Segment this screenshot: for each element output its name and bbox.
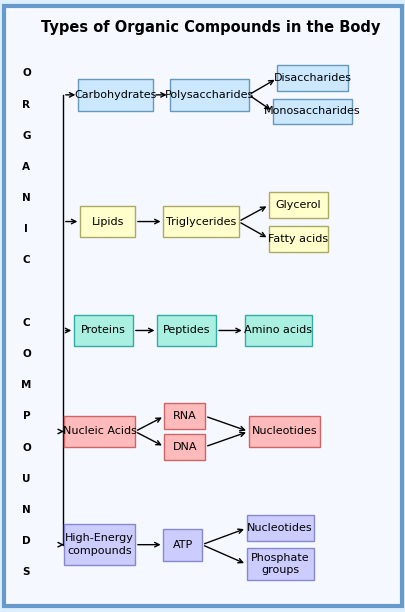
Text: S: S xyxy=(23,567,30,577)
Text: Polysaccharides: Polysaccharides xyxy=(164,90,253,100)
FancyBboxPatch shape xyxy=(273,99,351,124)
Text: Lipids: Lipids xyxy=(91,217,124,226)
Text: A: A xyxy=(22,162,30,172)
FancyBboxPatch shape xyxy=(74,315,133,346)
Text: P: P xyxy=(23,411,30,421)
FancyBboxPatch shape xyxy=(246,548,313,580)
Text: M: M xyxy=(21,380,32,390)
Text: DNA: DNA xyxy=(172,442,196,452)
FancyBboxPatch shape xyxy=(163,206,238,237)
Text: R: R xyxy=(22,100,30,110)
Text: ATP: ATP xyxy=(172,540,192,550)
Text: N: N xyxy=(22,505,31,515)
Text: G: G xyxy=(22,131,30,141)
Text: Nucleotides: Nucleotides xyxy=(251,427,316,436)
Text: Carbohydrates: Carbohydrates xyxy=(75,90,156,100)
FancyBboxPatch shape xyxy=(164,434,205,460)
Text: Fatty acids: Fatty acids xyxy=(268,234,328,244)
FancyBboxPatch shape xyxy=(169,79,248,111)
Text: Amino acids: Amino acids xyxy=(243,326,311,335)
FancyBboxPatch shape xyxy=(80,206,134,237)
Text: Triglycerides: Triglycerides xyxy=(165,217,236,226)
FancyBboxPatch shape xyxy=(277,65,347,91)
Text: U: U xyxy=(22,474,30,483)
Text: Types of Organic Compounds in the Body: Types of Organic Compounds in the Body xyxy=(41,20,380,35)
FancyBboxPatch shape xyxy=(246,515,313,541)
Text: I: I xyxy=(24,225,28,234)
FancyBboxPatch shape xyxy=(78,79,153,111)
Text: Nucleotides: Nucleotides xyxy=(247,523,312,533)
FancyBboxPatch shape xyxy=(269,226,327,252)
Text: O: O xyxy=(22,349,31,359)
Text: Glycerol: Glycerol xyxy=(275,200,320,210)
Text: N: N xyxy=(22,193,31,203)
Text: C: C xyxy=(23,318,30,328)
Text: O: O xyxy=(22,69,31,78)
Text: High-Energy
compounds: High-Energy compounds xyxy=(65,534,134,556)
FancyBboxPatch shape xyxy=(248,416,319,447)
Text: Disaccharides: Disaccharides xyxy=(273,73,351,83)
Text: RNA: RNA xyxy=(173,411,196,421)
Text: D: D xyxy=(22,536,31,546)
Text: C: C xyxy=(23,255,30,266)
FancyBboxPatch shape xyxy=(4,6,401,606)
FancyBboxPatch shape xyxy=(269,192,327,218)
FancyBboxPatch shape xyxy=(244,315,311,346)
FancyBboxPatch shape xyxy=(64,416,134,447)
Text: Proteins: Proteins xyxy=(81,326,126,335)
Text: Peptides: Peptides xyxy=(163,326,210,335)
Text: Nucleic Acids: Nucleic Acids xyxy=(62,427,136,436)
FancyBboxPatch shape xyxy=(64,524,134,565)
Text: Monosaccharides: Monosaccharides xyxy=(264,106,360,116)
Text: O: O xyxy=(22,442,31,452)
FancyBboxPatch shape xyxy=(157,315,215,346)
FancyBboxPatch shape xyxy=(163,529,202,561)
Text: Phosphate
groups: Phosphate groups xyxy=(250,553,309,575)
FancyBboxPatch shape xyxy=(164,403,205,429)
